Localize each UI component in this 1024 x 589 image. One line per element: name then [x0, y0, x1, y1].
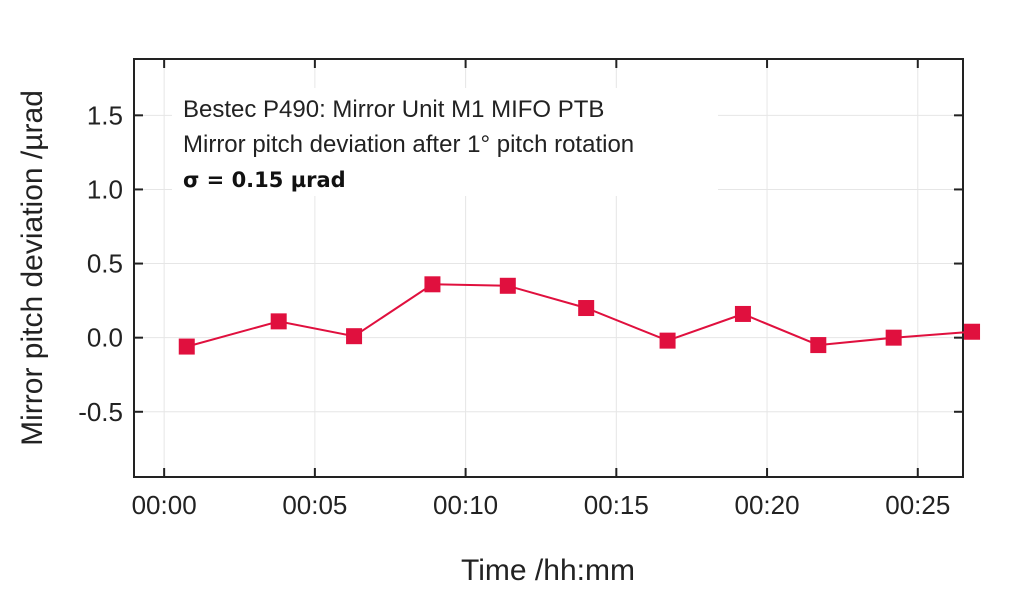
data-point	[810, 337, 827, 354]
series	[178, 276, 981, 355]
data-point	[346, 328, 363, 345]
x-axis-title: Time /hh:mm	[461, 554, 635, 587]
y-tick-label: 1.5	[87, 100, 123, 130]
data-point	[885, 329, 902, 346]
x-tick-label: 00:15	[584, 490, 649, 520]
x-tick-label: 00:10	[433, 490, 498, 520]
data-point	[578, 300, 595, 317]
data-point	[499, 277, 516, 294]
ticks	[134, 59, 963, 477]
data-point	[424, 276, 441, 293]
data-point	[734, 305, 751, 322]
y-axis-title: Mirror pitch deviation /µrad	[16, 90, 49, 446]
data-point	[659, 332, 676, 349]
y-tick-label: 0.5	[87, 249, 123, 279]
data-point	[178, 338, 195, 355]
tick-labels: 00:00 00:05 00:10 00:15 00:20 00:25 1.5 1.0 0.5 0…	[78, 100, 950, 520]
x-tick-label: 00:05	[282, 490, 347, 520]
annotation-sigma-line: σ = 0.15 µrad	[183, 168, 346, 192]
y-tick-label: -0.5	[78, 397, 123, 427]
x-tick-label: 00:25	[885, 490, 950, 520]
annotation-background	[172, 88, 718, 196]
annotation-title-line: Bestec P490: Mirror Unit M1 MIFO PTB	[183, 96, 604, 123]
x-tick-label: 00:00	[132, 490, 197, 520]
x-tick-label: 00:20	[735, 490, 800, 520]
y-tick-label: 1.0	[87, 174, 123, 204]
data-point	[964, 323, 981, 340]
annotation-subtitle-line: Mirror pitch deviation after 1° pitch ro…	[183, 131, 634, 158]
y-tick-label: 0.0	[87, 323, 123, 353]
plot-frame	[133, 58, 964, 478]
data-point	[270, 313, 287, 330]
